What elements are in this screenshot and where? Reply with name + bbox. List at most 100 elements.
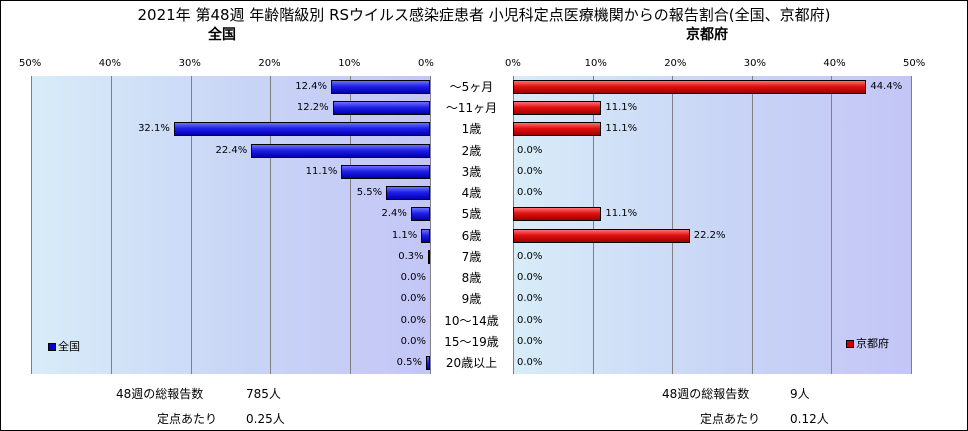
national-data-label: 0.0% [400, 315, 426, 326]
kyoto-per-site-label: 定点あたり [700, 412, 761, 426]
kyoto-data-label: 0.0% [517, 187, 543, 198]
age-category-label: 15～19歳 [444, 335, 499, 349]
age-category-label: 5歳 [461, 207, 482, 221]
kyoto-data-label: 0.0% [517, 293, 543, 304]
national-data-label: 0.0% [400, 293, 426, 304]
kyoto-tick-label: 20% [664, 58, 687, 69]
kyoto-gridline [513, 76, 514, 374]
national-gridline [110, 76, 112, 374]
kyoto-legend-swatch [846, 340, 854, 348]
national-data-label: 12.4% [295, 81, 328, 92]
age-category-label: 2歳 [461, 144, 482, 158]
kyoto-total-reports-value: 9人 [790, 387, 810, 401]
kyoto-bar [513, 207, 602, 221]
left-panel-title: 全国 [208, 27, 236, 43]
national-bar [331, 80, 430, 94]
national-data-label: 0.5% [396, 357, 423, 368]
national-bar [421, 229, 430, 243]
kyoto-gridline [911, 76, 912, 374]
national-data-label: 0.3% [398, 251, 424, 262]
national-legend-swatch [48, 343, 56, 351]
national-total-reports-label: 48週の総報告数 [116, 387, 204, 401]
national-bar [386, 186, 430, 200]
kyoto-bar [513, 229, 690, 243]
kyoto-data-label: 0.0% [517, 336, 543, 347]
kyoto-data-label: 0.0% [517, 166, 543, 177]
kyoto-data-label: 11.1% [605, 208, 638, 219]
kyoto-data-label: 0.0% [517, 315, 543, 326]
age-category-label: ～11ヶ月 [445, 101, 498, 115]
national-plot-area: 12.4% 12.2% 32.1% 22.4% 11.1% 5.5% 2.4% 1.1% 0.3… [31, 76, 431, 374]
national-bar [410, 207, 430, 221]
national-bar [173, 122, 430, 136]
national-gridline [190, 76, 192, 374]
national-per-site-value: 0.25人 [246, 412, 285, 426]
chart-title: 2021年 第48週 年齢階級別 RSウイルス感染症患者 小児科定点医療機関から… [137, 6, 831, 24]
national-data-label: 22.4% [215, 145, 248, 156]
kyoto-bar [513, 80, 867, 94]
age-category-label: 6歳 [461, 229, 482, 243]
national-tick-label: 0% [418, 58, 434, 69]
national-data-label: 1.1% [391, 230, 418, 241]
national-bar [251, 144, 430, 158]
national-bar [427, 250, 430, 264]
national-tick-label: 50% [19, 58, 42, 69]
age-category-label: ～5ヶ月 [449, 80, 494, 94]
national-data-label: 11.1% [305, 166, 338, 177]
national-bar [426, 356, 430, 370]
national-tick-label: 20% [258, 58, 281, 69]
national-data-label: 32.1% [138, 123, 170, 134]
age-category-label: 8歳 [461, 271, 482, 285]
kyoto-per-site-value: 0.12人 [790, 412, 829, 426]
national-bar [341, 165, 430, 179]
kyoto-bar [513, 122, 602, 136]
kyoto-data-label: 22.2% [693, 230, 726, 241]
national-data-label: 0.0% [400, 336, 426, 347]
national-plot-background [31, 76, 430, 374]
kyoto-tick-label: 30% [743, 58, 767, 69]
kyoto-data-label: 11.1% [605, 123, 638, 134]
age-category-label: 4歳 [461, 186, 482, 200]
national-total-reports-value: 785人 [246, 387, 281, 401]
kyoto-tick-label: 40% [823, 58, 846, 69]
kyoto-tick-label: 0% [505, 58, 521, 69]
kyoto-plot-background [513, 76, 911, 374]
age-category-label: 9歳 [461, 292, 482, 306]
kyoto-legend: 京都府 [846, 338, 889, 350]
national-gridline [350, 76, 352, 374]
national-bar [332, 101, 430, 115]
national-data-label: 12.2% [296, 102, 329, 113]
kyoto-gridline [672, 76, 674, 374]
kyoto-gridline [592, 76, 594, 374]
national-gridline [430, 76, 431, 374]
kyoto-total-reports-label: 48週の総報告数 [662, 387, 750, 401]
kyoto-data-label: 11.1% [605, 102, 638, 113]
kyoto-plot-area: 44.4% 11.1% 11.1% 0.0% 0.0% 0.0% 11.1% 22.2% 0.0… [513, 76, 912, 374]
age-category-label: 3歳 [461, 165, 482, 179]
age-category-label: 10～14歳 [444, 314, 499, 328]
kyoto-data-label: 0.0% [517, 251, 543, 262]
national-legend: 全国 [48, 341, 80, 353]
right-panel-title: 京都府 [686, 27, 728, 43]
age-category-label: 20歳以上 [445, 356, 498, 370]
national-tick-label: 10% [338, 58, 361, 69]
kyoto-tick-label: 50% [903, 58, 926, 69]
kyoto-data-label: 0.0% [517, 357, 543, 368]
national-tick-label: 40% [98, 58, 122, 69]
kyoto-tick-label: 10% [584, 58, 607, 69]
national-gridline [270, 76, 272, 374]
national-data-label: 2.4% [381, 208, 407, 219]
kyoto-data-label: 0.0% [517, 272, 543, 283]
national-tick-label: 30% [178, 58, 201, 69]
national-per-site-label: 定点あたり [157, 412, 218, 426]
national-legend-label: 全国 [58, 340, 80, 353]
kyoto-legend-label: 京都府 [856, 337, 889, 350]
age-category-label: 1歳 [461, 122, 482, 136]
kyoto-gridline [751, 76, 753, 374]
national-data-label: 5.5% [356, 187, 383, 198]
national-data-label: 0.0% [400, 272, 426, 283]
kyoto-data-label: 44.4% [870, 81, 903, 92]
kyoto-data-label: 0.0% [517, 145, 543, 156]
national-gridline [31, 76, 32, 374]
age-category-label: 7歳 [461, 250, 482, 264]
